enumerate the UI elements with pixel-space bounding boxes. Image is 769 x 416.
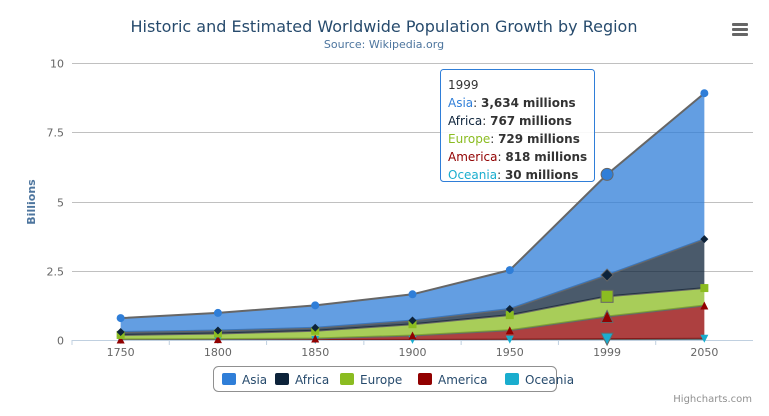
marker-asia[interactable] [311,301,320,310]
series-areas [120,92,705,341]
area-africa [120,239,705,335]
area-asia [120,93,705,332]
marker-africa[interactable] [700,235,709,244]
marker-america[interactable] [700,301,709,310]
legend-item-america[interactable]: America [418,373,488,387]
marker-america[interactable] [213,335,222,344]
y-tick-label: 0 [57,335,64,348]
export-menu-button[interactable] [728,18,752,40]
marker-africa[interactable] [600,268,614,282]
legend: Asia Africa Europe America Oceania [213,366,574,392]
tooltip-series-name: America [448,150,498,164]
y-tick-label: 10 [50,58,64,71]
x-tick-label: 2050 [690,346,718,359]
marker-europe[interactable] [700,284,709,293]
tooltip-row: Europe: 729 millions [448,132,580,146]
x-tick-label: 1999 [593,346,621,359]
y-tick-label: 7.5 [47,127,65,140]
marker-africa[interactable] [505,304,514,313]
y-axis-labels: 0 2.5 5 7.5 10 [47,58,65,348]
legend-box [213,366,557,392]
tooltip-row: Asia: 3,634 millions [448,96,576,110]
x-tick-label: 1850 [301,346,329,359]
marker-europe[interactable] [600,289,614,303]
legend-label[interactable]: Oceania [525,373,574,387]
marker-america[interactable] [116,335,125,344]
tooltip-series-name: Europe [448,132,490,146]
series-markers [116,89,709,347]
tooltip: 1999 Asia: 3,634 millions Africa: 767 mil… [440,69,595,182]
hamburger-menu-icon[interactable] [732,23,748,36]
legend-swatch[interactable] [340,373,354,385]
legend-label[interactable]: America [438,373,488,387]
marker-africa[interactable] [311,323,320,332]
legend-swatch[interactable] [418,373,432,385]
tooltip-box [440,69,595,182]
marker-africa[interactable] [213,326,222,335]
marker-america[interactable] [505,326,514,335]
tooltip-unit: millions [523,96,576,110]
legend-label[interactable]: Asia [242,373,267,387]
marker-america[interactable] [408,331,417,340]
legend-item-africa[interactable]: Africa [275,373,329,387]
chart-title: Historic and Estimated Worldwide Populat… [131,17,638,36]
tooltip-header: 1999 [448,78,479,92]
marker-asia[interactable] [213,308,222,317]
marker-america[interactable] [600,309,614,324]
marker-asia[interactable] [408,290,417,299]
legend-label[interactable]: Europe [360,373,402,387]
tooltip-value: 30 [505,168,522,182]
legend-item-oceania[interactable]: Oceania [505,373,574,387]
tooltip-value: 818 [505,150,530,164]
legend-item-asia[interactable]: Asia [222,373,267,387]
marker-europe[interactable] [505,311,514,320]
legend-label[interactable]: Africa [295,373,329,387]
credits-link[interactable]: Highcharts.com [673,394,752,405]
tooltip-value: 767 [490,114,515,128]
area-america [120,305,705,340]
marker-oceania[interactable] [600,332,614,347]
marker-africa[interactable] [116,327,125,336]
tooltip-value: 3,634 [481,96,519,110]
tooltip-row: Africa: 767 millions [448,114,572,128]
legend-item-europe[interactable]: Europe [340,373,402,387]
marker-asia[interactable] [700,89,709,98]
tooltip-unit: millions [525,168,578,182]
tooltip-row: Oceania: 30 millions [448,168,578,182]
tooltip-row: America: 818 millions [448,150,587,164]
legend-swatch[interactable] [275,373,289,385]
legend-swatch[interactable] [505,373,519,385]
tooltip-unit: millions [527,132,580,146]
tooltip-unit: millions [519,114,572,128]
tooltip-series-name: Oceania [448,168,497,182]
x-axis-labels: 1750 1800 1850 1900 1950 1999 2050 [71,340,718,359]
tooltip-value: 729 [498,132,523,146]
legend-swatch[interactable] [222,373,236,385]
x-tick-label: 1900 [399,346,427,359]
marker-asia[interactable] [505,266,514,275]
marker-oceania[interactable] [505,335,514,344]
y-tick-label: 5 [57,197,64,210]
marker-asia[interactable] [600,167,614,181]
tooltip-unit: millions [534,150,587,164]
marker-africa[interactable] [408,316,417,325]
marker-america[interactable] [311,334,320,343]
marker-asia[interactable] [116,314,125,323]
y-tick-label: 2.5 [47,266,65,279]
x-tick-label: 1950 [496,346,524,359]
y-axis-title: Billions [25,179,38,225]
marker-oceania[interactable] [700,334,709,343]
tooltip-series-name: Africa [448,114,482,128]
x-tick-label: 1800 [204,346,232,359]
x-tick-label: 1750 [107,346,135,359]
chart-subtitle: Source: Wikipedia.org [324,38,444,51]
tooltip-series-name: Asia [448,96,473,110]
